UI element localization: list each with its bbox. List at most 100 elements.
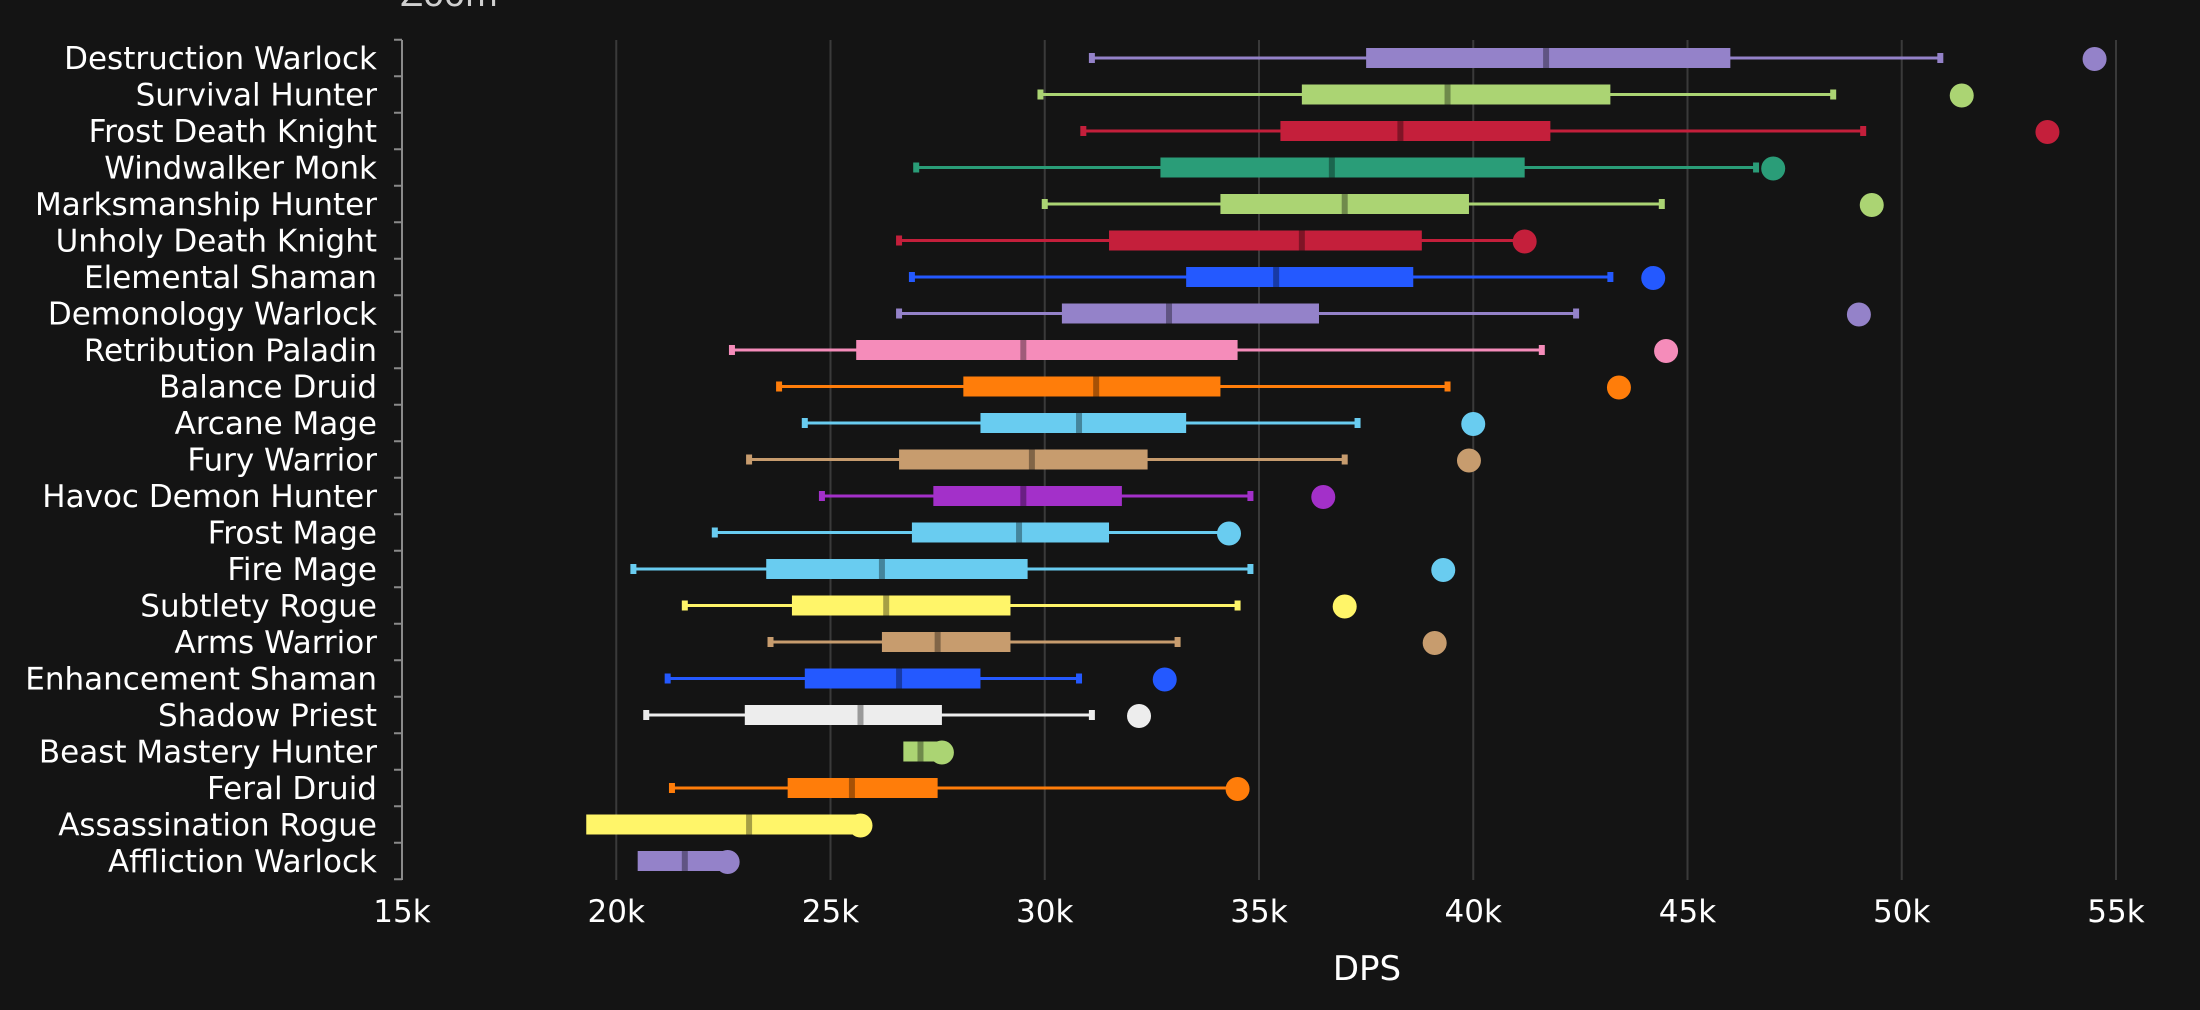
category-label: Retribution Paladin [84, 333, 377, 369]
iqr-box [1220, 194, 1469, 214]
iqr-box [804, 668, 981, 689]
median-mark [896, 668, 903, 689]
whisker-max-cap [1247, 564, 1254, 574]
series-row [818, 485, 1336, 509]
series-row [643, 704, 1152, 728]
category-label: Windwalker Monk [104, 151, 377, 187]
whisker-min-cap [1037, 89, 1044, 100]
whisker-max-cap [1937, 53, 1944, 63]
category-label: Arcane Mage [175, 406, 377, 442]
top-dps-point [848, 813, 873, 838]
series-row [767, 631, 1447, 655]
median-mark [883, 595, 890, 616]
top-dps-point [1461, 412, 1486, 436]
x-tick-label: 30k [1016, 894, 1073, 930]
whisker-min-cap [801, 418, 808, 428]
median-mark [1076, 413, 1083, 433]
median-mark [1397, 121, 1404, 141]
category-label: Survival Hunter [136, 78, 378, 114]
category-label: Demonology Warlock [48, 297, 377, 333]
series-row [776, 375, 1631, 400]
category-label: Fury Warrior [187, 443, 377, 479]
iqr-box [881, 632, 1011, 652]
whisker-min-cap [643, 710, 650, 720]
median-mark [1444, 84, 1451, 105]
series-row [1088, 47, 2107, 71]
median-mark [1273, 267, 1280, 287]
series-row [1080, 120, 2060, 144]
series-row [1037, 83, 1974, 108]
series-row [586, 813, 873, 838]
top-dps-point [1859, 193, 1884, 217]
whisker-max-cap [1076, 673, 1083, 684]
top-dps-point [1422, 631, 1447, 655]
top-dps-point [1846, 302, 1871, 327]
series-row [630, 558, 1456, 582]
median-mark [1020, 486, 1027, 506]
top-dps-point [1431, 558, 1456, 582]
x-tick-label: 45k [1659, 894, 1716, 930]
top-dps-point [1127, 704, 1152, 728]
iqr-box [911, 522, 1110, 543]
series-row [896, 229, 1537, 254]
median-mark [857, 705, 864, 725]
whisker-min-cap [908, 272, 915, 282]
iqr-box [586, 814, 861, 835]
median-mark [1016, 522, 1023, 543]
x-tick-label: 55k [2087, 894, 2144, 930]
iqr-box [1366, 48, 1731, 68]
iqr-box [933, 486, 1122, 506]
top-dps-point [1152, 667, 1177, 692]
series-row [637, 850, 740, 874]
whisker-min-cap [630, 564, 637, 574]
median-mark [848, 778, 855, 798]
whisker-min-cap [767, 637, 774, 647]
whisker-max-cap [1354, 418, 1361, 428]
series-row [908, 266, 1666, 290]
x-tick-label: 15k [373, 894, 430, 930]
top-dps-point [1332, 594, 1357, 619]
whisker-max-cap [1753, 162, 1760, 173]
whisker-min-cap [896, 235, 903, 246]
whisker-max-cap [1607, 272, 1614, 282]
category-label: Fire Mage [227, 552, 377, 588]
iqr-box [899, 449, 1148, 470]
whisker-min-cap [1080, 126, 1087, 136]
category-label: Subtlety Rogue [140, 589, 377, 625]
category-label: Feral Druid [207, 771, 377, 807]
top-dps-point [1761, 156, 1786, 181]
x-tick-labels: 15k 20k 25k 30k 35k 40k 45k 50k 55k [373, 894, 2144, 930]
category-label: Enhancement Shaman [25, 662, 377, 698]
category-label: Beast Mastery Hunter [39, 735, 377, 771]
median-mark [1093, 376, 1100, 397]
whisker-min-cap [776, 381, 783, 392]
iqr-box [791, 595, 1011, 616]
median-mark [1298, 230, 1305, 251]
whisker-max-cap [1234, 600, 1241, 611]
category-label: Elemental Shaman [84, 260, 377, 296]
whisker-max-cap [1860, 126, 1867, 136]
category-label: Havoc Demon Hunter [42, 479, 377, 515]
series-row [896, 302, 1871, 327]
series-row [913, 156, 1786, 181]
whisker-max-cap [1658, 199, 1665, 209]
median-mark [878, 559, 885, 579]
whisker-max-cap [1341, 454, 1348, 465]
series-row [664, 667, 1177, 692]
iqr-box [787, 778, 938, 798]
series-row [711, 521, 1242, 546]
whisker-max-cap [1088, 710, 1095, 720]
whisker-max-cap [1444, 381, 1451, 392]
axes [394, 38, 403, 881]
zoom-label[interactable]: Zoom [400, 0, 498, 15]
median-mark [1020, 340, 1027, 360]
whisker-min-cap [664, 673, 671, 684]
category-label: Destruction Warlock [64, 41, 377, 77]
iqr-box [963, 376, 1221, 397]
x-tick-label: 35k [1230, 894, 1287, 930]
top-dps-point [1949, 83, 1974, 108]
series-row [681, 594, 1357, 619]
